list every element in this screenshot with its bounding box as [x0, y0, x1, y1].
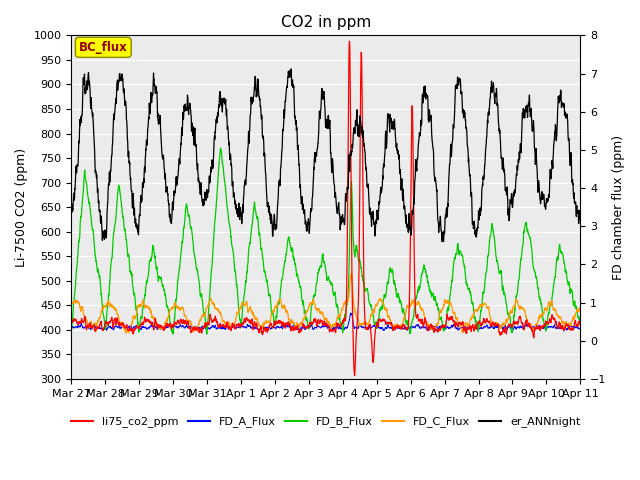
Legend: li75_co2_ppm, FD_A_Flux, FD_B_Flux, FD_C_Flux, er_ANNnight: li75_co2_ppm, FD_A_Flux, FD_B_Flux, FD_C…: [67, 412, 585, 432]
Title: CO2 in ppm: CO2 in ppm: [281, 15, 371, 30]
Y-axis label: FD chamber flux (ppm): FD chamber flux (ppm): [612, 134, 625, 280]
Text: BC_flux: BC_flux: [79, 41, 127, 54]
Y-axis label: Li-7500 CO2 (ppm): Li-7500 CO2 (ppm): [15, 147, 28, 267]
